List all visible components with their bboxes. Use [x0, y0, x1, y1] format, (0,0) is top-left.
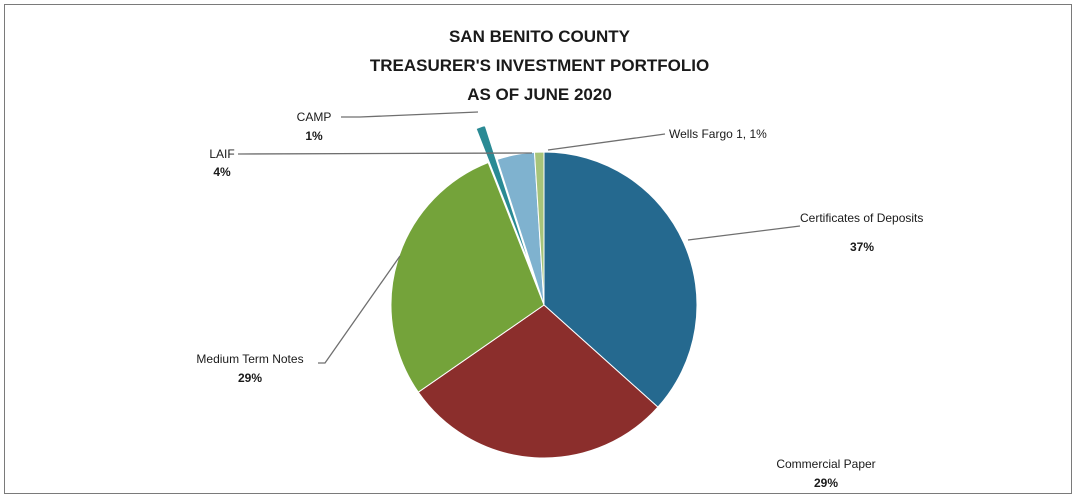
- leader-wells-fargo: [547, 133, 666, 151]
- label-camp: CAMP: [297, 110, 332, 124]
- percent-certificates-of-deposits: 37%: [850, 240, 874, 254]
- percent-commercial-paper: 29%: [814, 476, 838, 490]
- leader-certificates-of-deposits: [687, 225, 801, 241]
- chart-title: SAN BENITO COUNTY TREASURER'S INVESTMENT…: [0, 22, 1079, 109]
- percent-medium-term-notes: 29%: [238, 371, 262, 385]
- label-wells-fargo: Wells Fargo 1, 1%: [669, 127, 767, 141]
- slice-medium-term-notes: [390, 161, 545, 393]
- pie-slices: [390, 124, 698, 459]
- slice-commercial-paper: [417, 304, 659, 459]
- title-line-2: TREASURER'S INVESTMENT PORTFOLIO: [369, 56, 710, 75]
- leader-laif: [237, 152, 533, 155]
- title-line-3: AS OF JUNE 2020: [467, 85, 612, 104]
- label-laif: LAIF: [209, 147, 234, 161]
- label-commercial-paper: Commercial Paper: [776, 457, 875, 471]
- label-medium-term-notes: Medium Term Notes: [196, 352, 303, 366]
- leader-camp: [341, 111, 479, 118]
- title-line-1: SAN BENITO COUNTY: [448, 27, 631, 46]
- percent-laif: 4%: [213, 165, 231, 179]
- leader-lines: [237, 111, 801, 364]
- percent-camp: 1%: [305, 129, 323, 143]
- leader-medium-term-notes: [318, 255, 401, 364]
- label-certificates-of-deposits: Certificates of Deposits: [800, 211, 923, 225]
- slice-certificates-of-deposits: [543, 151, 698, 408]
- slice-wells-fargo: [533, 151, 545, 306]
- slice-camp: [475, 124, 533, 272]
